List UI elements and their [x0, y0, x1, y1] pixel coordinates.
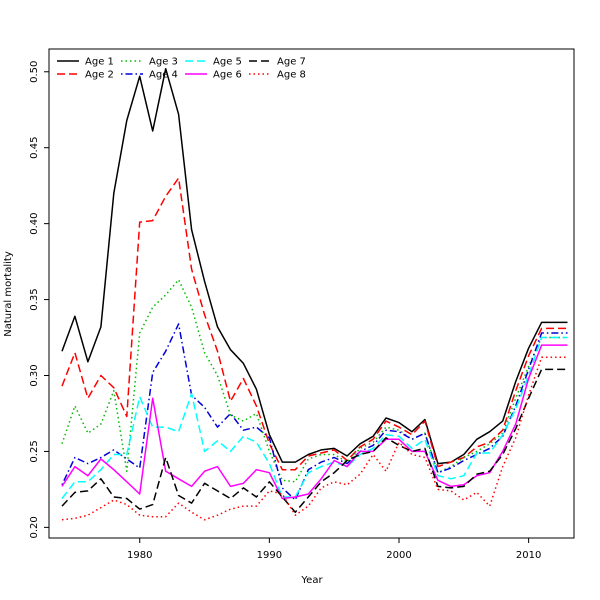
y-tick-label: 0.40 [29, 213, 40, 235]
legend-label-age-3: Age 3 [149, 57, 178, 68]
y-tick-label: 0.25 [29, 440, 40, 462]
legend-label-age-4: Age 4 [149, 70, 178, 81]
x-axis-label: Year [300, 575, 323, 586]
y-tick-label: 0.20 [29, 516, 40, 538]
x-tick-label: 1990 [257, 550, 282, 561]
y-tick-label: 0.35 [29, 288, 40, 310]
series-line-age-1 [61, 67, 568, 465]
series-line-age-2 [61, 177, 568, 471]
y-tick-label: 0.50 [29, 61, 40, 83]
x-axis: 1980 1990 2000 2010 [127, 538, 541, 561]
x-tick-label: 1980 [127, 550, 152, 561]
legend-label-age-7: Age 7 [277, 57, 306, 68]
series-line-age-7 [61, 368, 568, 513]
series-line-age-6 [61, 344, 568, 500]
legend-label-age-5: Age 5 [213, 57, 242, 68]
legend: Age 1 Age 2 Age 3 Age 4 Age 5 Age 6 Age 7 Age 8 [57, 57, 306, 81]
series-layer [61, 67, 568, 521]
y-axis-label: Natural mortality [3, 251, 14, 337]
legend-label-age-1: Age 1 [85, 57, 114, 68]
series-line-age-3 [61, 279, 568, 483]
legend-label-age-8: Age 8 [277, 70, 306, 81]
series-line-age-5 [61, 336, 568, 499]
y-axis: 0.20 0.25 0.30 0.35 0.40 0.45 0.50 [29, 61, 49, 539]
series-line-age-8 [61, 356, 568, 521]
legend-label-age-2: Age 2 [85, 70, 114, 81]
x-tick-label: 2000 [386, 550, 411, 561]
y-tick-label: 0.45 [29, 137, 40, 159]
x-tick-label: 2010 [516, 550, 541, 561]
y-tick-label: 0.30 [29, 364, 40, 386]
legend-label-age-6: Age 6 [213, 70, 242, 81]
series-line-age-4 [61, 323, 568, 501]
plot-frame [48, 48, 575, 539]
